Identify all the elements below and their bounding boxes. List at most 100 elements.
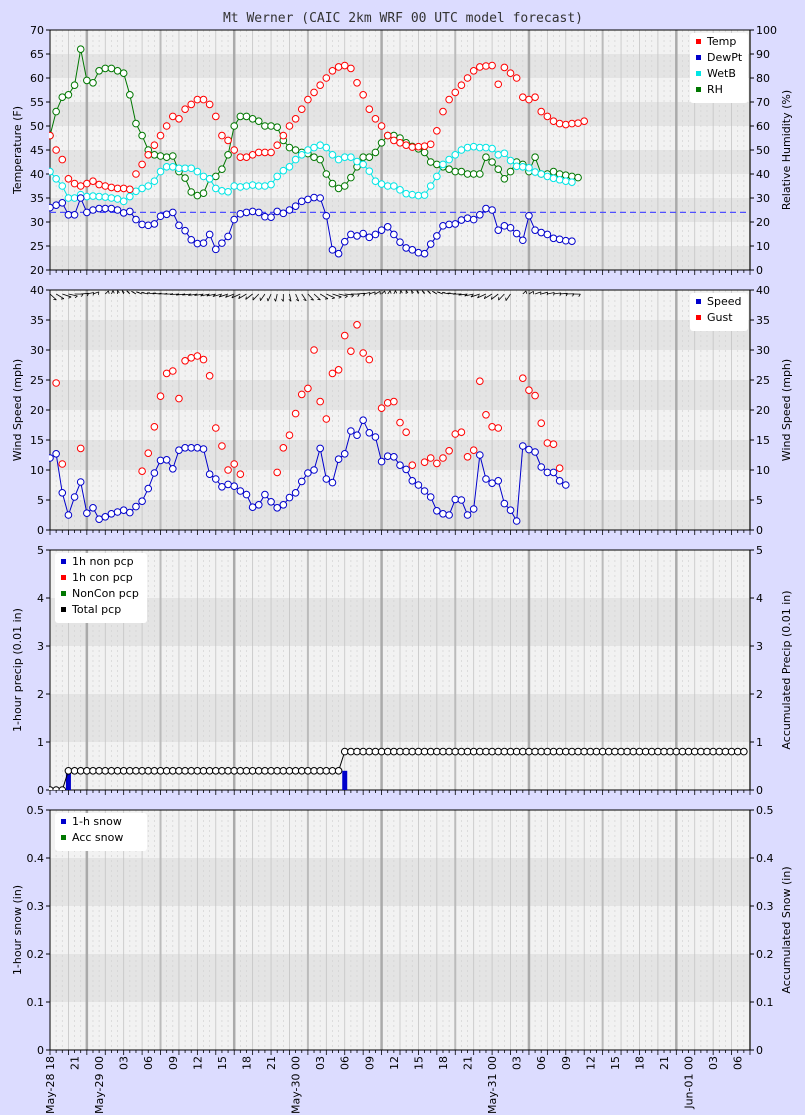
legend-swatch xyxy=(696,39,701,44)
wind-barb-head xyxy=(182,293,186,296)
point-temp xyxy=(402,141,410,149)
point-speed xyxy=(537,463,546,471)
point-speed xyxy=(451,495,460,504)
point-wetb xyxy=(83,192,91,201)
x-tick-label: 03 xyxy=(707,1056,720,1070)
y-tick-label: 40 xyxy=(30,284,44,297)
point-total xyxy=(218,767,226,775)
point-speed xyxy=(304,469,312,477)
point-temp xyxy=(119,184,128,193)
precip-bar xyxy=(342,770,348,790)
point-wetb xyxy=(291,155,300,164)
point-gust xyxy=(291,409,300,418)
point-speed xyxy=(322,475,331,483)
y2-axis-label: Relative Humidity (%) xyxy=(780,90,793,210)
point-temp xyxy=(420,142,429,150)
point-speed xyxy=(561,481,570,489)
point-temp xyxy=(236,153,245,161)
point-gust xyxy=(426,454,435,462)
point-total xyxy=(383,747,392,756)
legend-box xyxy=(690,293,748,331)
point-gust xyxy=(340,331,349,340)
point-temp xyxy=(347,64,355,73)
y2-tick-label: 5 xyxy=(756,544,763,557)
point-temp xyxy=(285,122,294,130)
wind-barb xyxy=(313,293,321,301)
point-speed xyxy=(433,507,441,515)
point-gust xyxy=(230,460,239,468)
point-temp xyxy=(224,136,232,145)
point-gust xyxy=(334,366,343,374)
point-dewpt xyxy=(267,213,275,221)
point-speed xyxy=(445,511,453,519)
point-speed xyxy=(500,499,509,508)
wind-barb-head xyxy=(490,296,493,300)
point-gust xyxy=(543,439,552,447)
point-temp xyxy=(58,155,67,164)
y-tick-label: 0.2 xyxy=(27,948,45,961)
point-total xyxy=(672,747,681,756)
point-speed xyxy=(512,517,521,525)
point-speed xyxy=(402,465,410,474)
wind-barb-head xyxy=(212,294,216,297)
point-dewpt xyxy=(254,208,263,217)
point-total xyxy=(101,767,110,775)
legend-label: 1h non pcp xyxy=(72,555,134,568)
point-dewpt xyxy=(359,229,367,238)
point-dewpt xyxy=(211,245,220,254)
point-temp xyxy=(543,112,552,121)
point-wetb xyxy=(531,168,539,176)
point-total xyxy=(592,747,601,756)
point-gust xyxy=(162,369,171,378)
point-wetb xyxy=(402,189,410,198)
wind-barb xyxy=(458,293,468,296)
point-speed xyxy=(463,511,472,519)
legend-label: DewPt xyxy=(707,51,743,64)
point-temp xyxy=(408,143,417,151)
wind-barb-head xyxy=(295,299,299,302)
y2-tick-label: 35 xyxy=(756,314,770,327)
legend: 1-h snow Acc snow xyxy=(55,813,147,851)
y-tick-label: 70 xyxy=(30,24,44,37)
point-rh xyxy=(248,115,257,123)
point-total xyxy=(561,747,570,756)
point-temp xyxy=(561,120,570,129)
point-speed xyxy=(371,433,380,441)
point-dewpt xyxy=(273,207,281,216)
point-rh xyxy=(340,182,349,190)
wind-barb-head xyxy=(238,295,241,299)
point-dewpt xyxy=(285,206,294,214)
point-dewpt xyxy=(414,248,423,257)
point-total xyxy=(678,747,687,756)
point-gust xyxy=(494,424,503,432)
legend-label: Temp xyxy=(706,35,736,48)
y-tick-label: 20 xyxy=(30,404,44,417)
x-tick-label: 21 xyxy=(265,1056,278,1070)
point-total xyxy=(304,767,312,775)
y2-tick-label: 70 xyxy=(756,96,770,109)
wind-barb xyxy=(86,292,94,295)
point-temp xyxy=(445,95,453,104)
point-temp xyxy=(304,95,312,104)
y-tick-label: 0.4 xyxy=(27,852,45,865)
wind-barb-head xyxy=(416,290,420,294)
x-tick-label: May-29 00 xyxy=(93,1056,106,1114)
point-total xyxy=(494,747,503,756)
x-tick-label: 06 xyxy=(732,1056,745,1070)
point-rh xyxy=(101,64,110,73)
point-dewpt xyxy=(537,228,546,237)
point-speed xyxy=(347,427,355,435)
point-dewpt xyxy=(500,222,509,230)
point-gust xyxy=(181,357,189,365)
point-temp xyxy=(340,61,349,70)
point-rh xyxy=(273,123,281,131)
x-tick-label: 21 xyxy=(69,1056,82,1070)
point-speed xyxy=(408,477,417,485)
point-wetb xyxy=(218,187,226,195)
legend-box xyxy=(55,813,147,851)
point-temp xyxy=(138,160,146,169)
point-gust xyxy=(224,466,232,474)
point-total xyxy=(359,747,367,756)
point-gust xyxy=(433,459,441,468)
point-speed xyxy=(297,477,306,486)
